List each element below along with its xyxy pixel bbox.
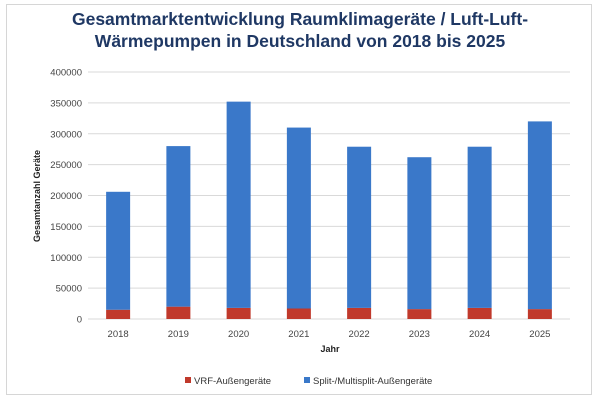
bar-2018-series-1	[106, 191, 131, 310]
bar-2018-series-0	[106, 309, 131, 319]
y-tick-label: 50000	[56, 284, 82, 295]
bar-2024-series-0	[467, 307, 492, 319]
legend-swatch-0	[185, 377, 191, 383]
x-tick-label: 2022	[349, 329, 370, 340]
y-tick-label: 200000	[50, 191, 82, 202]
x-tick-label: 2023	[409, 329, 430, 340]
x-axis-ticks: 2018 2019 2020 2021 2022 2023 2024 2025	[108, 329, 551, 340]
legend-swatch-1	[304, 377, 310, 383]
y-tick-label: 100000	[50, 253, 82, 264]
x-tick-label: 2020	[228, 329, 249, 340]
y-tick-label: 150000	[50, 222, 82, 233]
bar-2024-series-1	[467, 146, 492, 308]
y-axis-title: Gesamtanzahl Geräte	[32, 150, 42, 242]
y-tick-label: 0	[77, 315, 82, 326]
x-axis-title: Jahr	[320, 344, 340, 354]
gridlines	[88, 71, 570, 320]
x-tick-label: 2024	[469, 329, 490, 340]
x-tick-label: 2019	[168, 329, 189, 340]
bar-2025-series-1	[527, 121, 552, 310]
y-tick-label: 400000	[50, 68, 82, 79]
legend: VRF-Außengeräte Split-/Multisplit-Außenge…	[185, 376, 432, 387]
bar-2019-series-1	[166, 146, 191, 307]
bar-2023-series-1	[407, 157, 432, 310]
bars	[106, 101, 552, 319]
y-tick-label: 300000	[50, 129, 82, 140]
chart-title-line1: Gesamtmarktentwicklung Raumklimageräte /…	[71, 9, 529, 29]
legend-label-0: VRF-Außengeräte	[194, 376, 271, 387]
x-tick-label: 2025	[529, 329, 550, 340]
x-tick-label: 2018	[108, 329, 129, 340]
bar-2019-series-0	[166, 306, 191, 319]
y-tick-label: 250000	[50, 160, 82, 171]
bar-2022-series-1	[347, 146, 372, 308]
bar-2020-series-1	[226, 101, 251, 308]
y-tick-label: 350000	[50, 98, 82, 109]
chart-title-line2: Wärmepumpen in Deutschland von 2018 bis …	[94, 31, 506, 51]
bar-2020-series-0	[226, 307, 251, 319]
bar-2022-series-0	[347, 307, 372, 319]
x-tick-label: 2021	[288, 329, 309, 340]
y-axis-ticks: 0 50000 100000 150000 200000 250000 300000 3500…	[50, 68, 82, 326]
bar-2021-series-0	[286, 308, 311, 319]
legend-label-1: Split-/Multisplit-Außengeräte	[313, 376, 432, 387]
bar-2023-series-0	[407, 309, 432, 319]
chart-title: Gesamtmarktentwicklung Raumklimageräte /…	[0, 8, 600, 52]
bar-2025-series-0	[527, 309, 552, 319]
bar-2021-series-1	[286, 127, 311, 309]
